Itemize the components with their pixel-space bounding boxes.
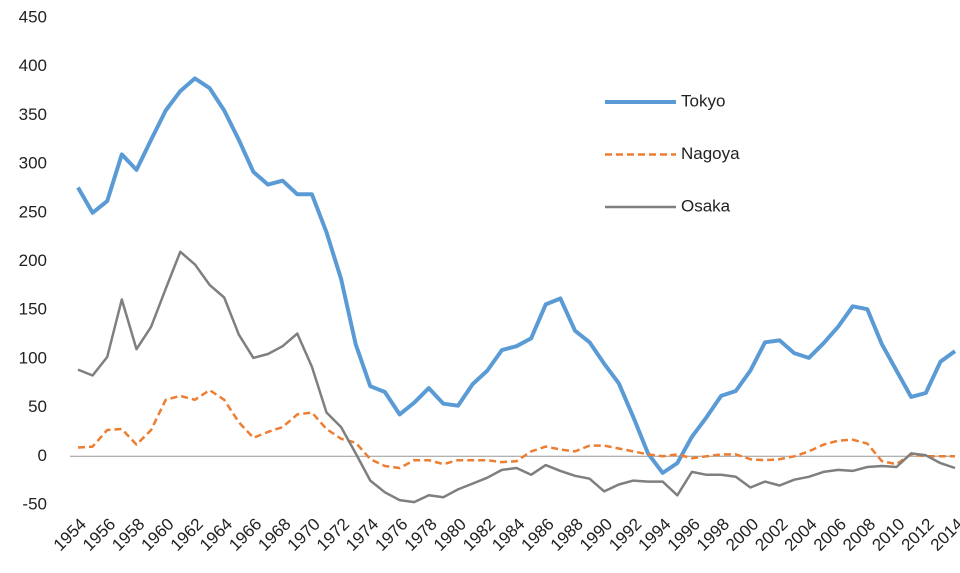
x-tick-label: 1978 [401,515,441,555]
y-tick-label: 100 [19,348,47,367]
x-tick-label: 2006 [810,515,850,555]
legend-label: Osaka [681,196,731,215]
series-line [77,250,956,504]
x-tick-label: 1970 [284,515,324,555]
x-tick-label: 1960 [138,515,178,555]
y-tick-label: 250 [19,202,47,221]
x-tick-label: 1958 [108,515,148,555]
x-tick-label: 1974 [342,515,382,555]
x-tick-label: 1996 [664,515,704,555]
x-tick-label: 2014 [927,515,960,555]
x-tick-label: 2012 [898,515,938,555]
y-tick-label: 450 [19,7,47,26]
x-tick-label: 1968 [254,515,294,555]
y-tick-label: 300 [19,154,47,173]
x-tick-label: 2002 [751,515,791,555]
x-tick-label: 1972 [313,515,353,555]
y-tick-label: 200 [19,251,47,270]
x-tick-label: 1976 [371,515,411,555]
x-tick-label: 1998 [693,515,733,555]
x-tick-label: 2008 [839,515,879,555]
x-tick-label: 1962 [167,515,207,555]
series-line [76,76,957,475]
x-tick-label: 1956 [79,515,119,555]
y-tick-label: 150 [19,300,47,319]
x-tick-label: 1990 [576,515,616,555]
x-tick-label: 1992 [605,515,645,555]
x-tick-label: 1964 [196,515,236,555]
legend-label: Tokyo [681,91,725,110]
legend-label: Nagoya [681,144,740,163]
y-tick-label: -50 [22,494,47,513]
x-tick-label: 2010 [868,515,908,555]
x-tick-label: 2004 [781,515,821,555]
series-line [77,388,955,470]
x-tick-label: 1994 [634,515,674,555]
x-tick-label: 1982 [459,515,499,555]
y-tick-label: 0 [38,446,47,465]
y-tick-label: 400 [19,56,47,75]
y-tick-label: 50 [28,397,47,416]
x-tick-label: 1986 [518,515,558,555]
x-tick-label: 2000 [722,515,762,555]
x-tick-label: 1984 [488,515,528,555]
x-tick-label: 1966 [225,515,265,555]
y-tick-label: 350 [19,105,47,124]
x-tick-label: 1980 [430,515,470,555]
x-tick-label: 1988 [547,515,587,555]
x-tick-label: 1954 [50,515,90,555]
